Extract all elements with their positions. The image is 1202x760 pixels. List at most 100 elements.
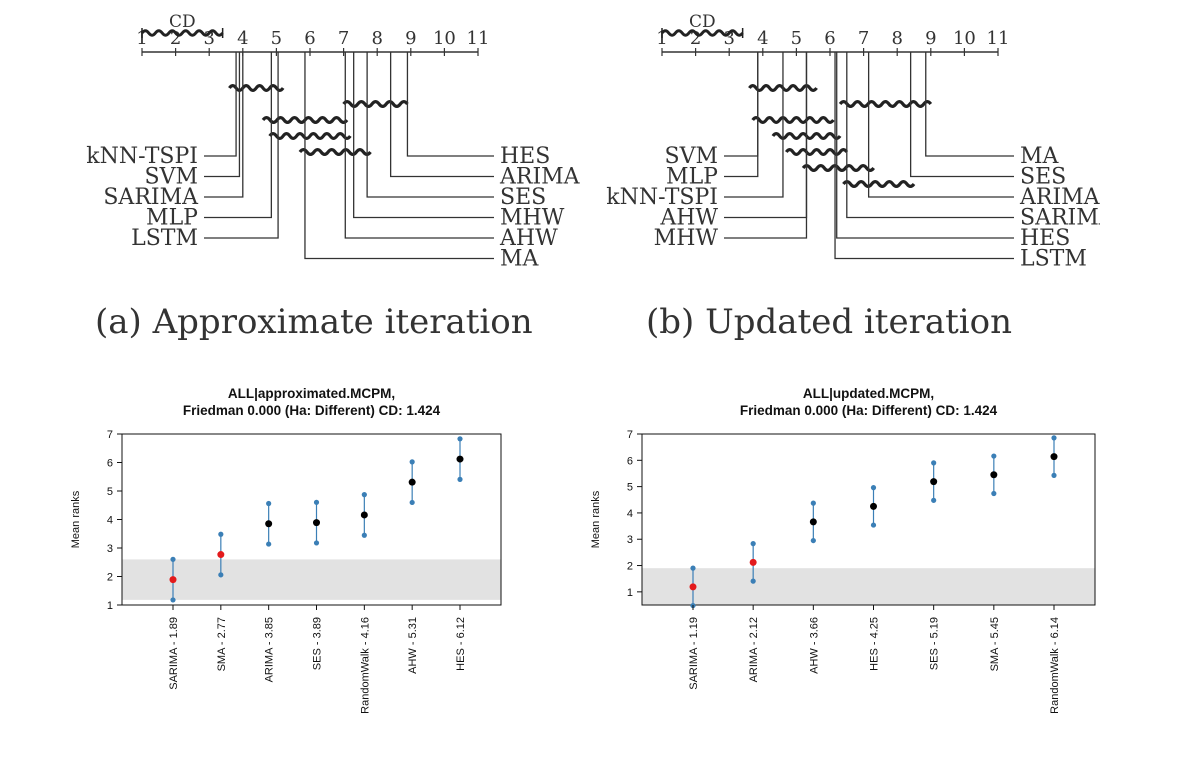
y-tick-label: 2 — [627, 561, 633, 573]
cd-method-label: SARIMA — [103, 185, 199, 210]
interval-lower-point — [931, 497, 937, 503]
mean-rank-point — [990, 471, 998, 479]
interval-lower-point — [266, 541, 272, 547]
cd-clique-bar — [784, 148, 849, 156]
cd-method-label: SES — [1020, 165, 1066, 190]
cd-tick-label: 9 — [405, 28, 416, 49]
x-tick-label: ARIMA - 2.12 — [748, 617, 760, 682]
cd-method-label: SES — [500, 185, 546, 210]
cd-clique-bar — [228, 84, 285, 92]
cd-connector — [724, 52, 759, 157]
mean-rank-point — [265, 520, 273, 528]
interval-upper-point — [409, 459, 415, 465]
mean-rank-point — [169, 576, 177, 584]
plot-frame — [641, 433, 1096, 606]
cd-connector — [204, 52, 279, 239]
cd-connector — [204, 52, 241, 178]
y-axis-label: Mean ranks — [70, 490, 82, 548]
cd-tick-label: 2 — [170, 28, 181, 49]
y-tick-label: 2 — [107, 572, 113, 584]
cd-tick-label: 4 — [237, 28, 248, 49]
cd-tick-label: 6 — [824, 28, 835, 49]
cd-connector — [724, 52, 808, 239]
cd-connector — [406, 52, 494, 157]
cd-connector — [204, 52, 273, 219]
interval-upper-point — [266, 500, 272, 507]
cd-connector — [724, 52, 759, 178]
plot-title: ALL|updated.MCPM, — [803, 386, 934, 401]
cd-method-label: AHW — [499, 226, 558, 251]
cd-connector — [389, 52, 494, 178]
cd-method-label: MA — [500, 247, 540, 272]
interval-upper-point — [457, 436, 463, 442]
mean-rank-point — [408, 478, 416, 486]
y-axis-label: Mean ranks — [590, 490, 602, 548]
cd-tick-label: 3 — [723, 28, 734, 49]
x-tick-label: HES - 6.12 — [455, 617, 467, 671]
x-tick-label: SMA - 2.77 — [216, 617, 228, 671]
cd-method-label: AHW — [659, 206, 718, 231]
mean-rank-plot-updated: ALL|updated.MCPM, Friedman 0.000 (Ha: Dif… — [590, 386, 1096, 714]
x-tick-label: SARIMA - 1.19 — [688, 617, 700, 690]
cd-connector — [846, 52, 1014, 219]
cd-method-label: SVM — [665, 144, 719, 169]
y-tick-label: 4 — [107, 515, 113, 527]
interval-upper-point — [1051, 435, 1057, 441]
caption-updated: (b) Updated iteration — [646, 302, 1012, 342]
cd-method-label: HES — [1020, 226, 1070, 251]
y-tick-label: 1 — [627, 587, 633, 599]
cd-connector — [204, 52, 244, 198]
mean-rank-point — [313, 519, 320, 527]
interval-upper-point — [991, 453, 997, 459]
y-tick-label: 5 — [107, 486, 113, 498]
cd-tick-label: 1 — [656, 28, 667, 49]
cd-connector — [353, 52, 494, 219]
cd-connector — [909, 52, 1014, 178]
cd-label: CD — [169, 12, 196, 32]
cd-tick-label: 1 — [136, 28, 147, 49]
cd-method-label: MLP — [666, 165, 718, 190]
interval-lower-point — [218, 572, 224, 578]
x-tick-label: SES - 5.19 — [929, 617, 941, 670]
cd-clique-bar — [268, 132, 352, 140]
interval-upper-point — [931, 460, 937, 466]
interval-lower-point — [313, 540, 320, 546]
cd-clique-bar — [751, 116, 835, 124]
y-tick-label: 4 — [627, 508, 633, 520]
y-tick-label: 7 — [107, 429, 113, 441]
cd-tick-label: 9 — [925, 28, 936, 49]
cd-method-label: LSTM — [1020, 247, 1087, 272]
cd-critical-difference-bar — [140, 29, 224, 37]
interval-upper-point — [218, 531, 224, 537]
cd-clique-bar — [801, 164, 875, 172]
cd-tick-label: 7 — [338, 28, 349, 49]
x-tick-label: AHW - 3.66 — [808, 617, 820, 674]
x-tick-label: RandomWalk - 4.16 — [359, 617, 371, 714]
cd-connector — [344, 52, 494, 239]
x-tick-label: HES - 4.25 — [869, 617, 881, 671]
cd-tick-label: 7 — [858, 28, 869, 49]
cd-method-label: kNN-TSPI — [606, 185, 718, 210]
cd-connector — [304, 52, 494, 260]
mean-rank-plot-approximated: ALL|approximated.MCPM, Friedman 0.000 (Ha… — [70, 386, 502, 714]
cd-method-label: MLP — [146, 206, 198, 231]
interval-upper-point — [690, 565, 696, 571]
mean-rank-point — [689, 583, 697, 591]
interval-upper-point — [313, 499, 320, 505]
cd-tick-label: 4 — [757, 28, 768, 49]
cd-method-label: HES — [500, 144, 550, 169]
y-tick-label: 3 — [627, 534, 633, 546]
interval-lower-point — [409, 499, 415, 506]
mean-rank-point — [1050, 453, 1058, 461]
plot-subtitle: Friedman 0.000 (Ha: Different) CD: 1.424 — [740, 403, 998, 418]
cd-tick-label: 5 — [791, 28, 802, 49]
cd-method-label: MHW — [500, 206, 565, 231]
cd-critical-difference-bar — [660, 29, 744, 37]
caption-approximate: (a) Approximate iteration — [95, 302, 533, 342]
cd-connector — [836, 52, 1014, 239]
cd-clique-bar — [842, 180, 916, 188]
cd-method-label: LSTM — [131, 226, 198, 251]
mean-rank-point — [749, 558, 757, 566]
cd-method-label: ARIMA — [1019, 185, 1100, 210]
